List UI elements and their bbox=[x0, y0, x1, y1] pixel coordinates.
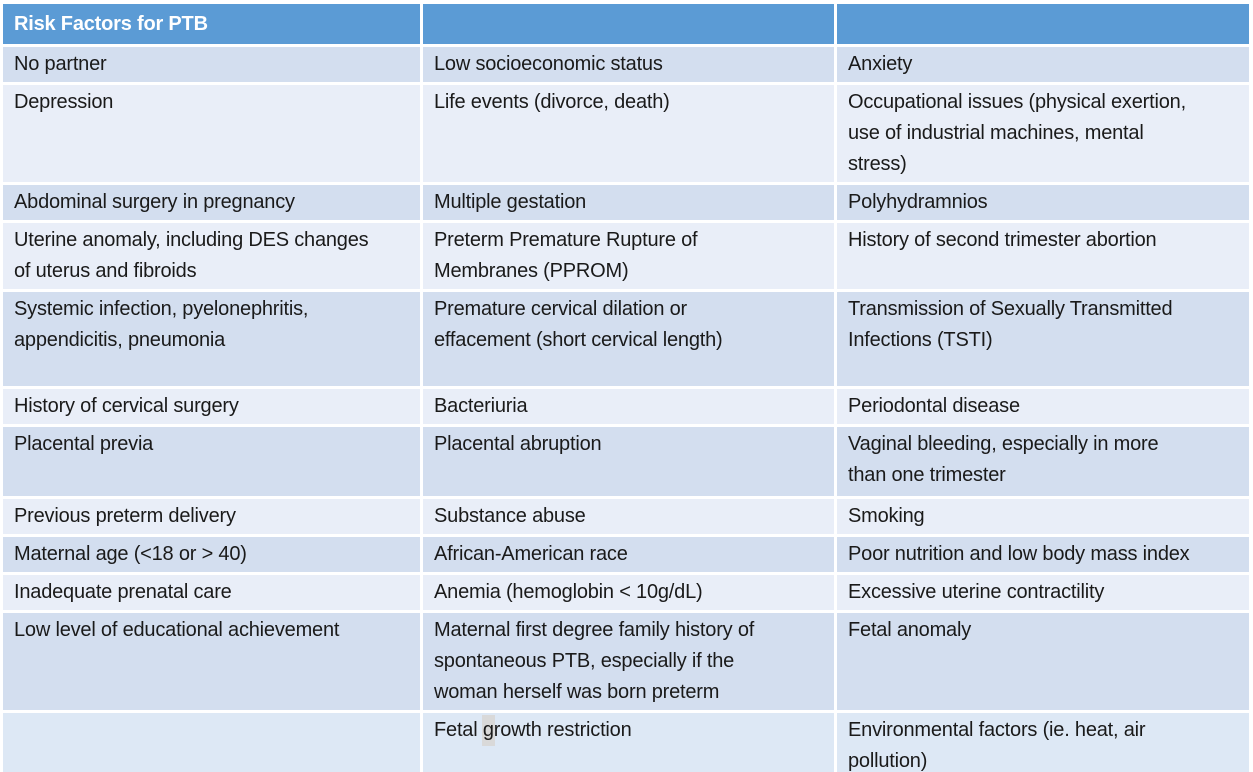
table-row: Previous preterm delivery Substance abus… bbox=[3, 499, 1249, 534]
table-title: Risk Factors for PTB bbox=[3, 4, 420, 44]
table-cell: Systemic infection, pyelonephritis, appe… bbox=[3, 292, 420, 386]
table-cell: African-American race bbox=[423, 537, 834, 572]
table-cell: Periodontal disease bbox=[837, 389, 1249, 424]
table-cell: Fetal anomaly bbox=[837, 613, 1249, 710]
table-cell: Life events (divorce, death) bbox=[423, 85, 834, 182]
table-row: History of cervical surgery Bacteriuria … bbox=[3, 389, 1249, 424]
table-row: Abdominal surgery in pregnancy Multiple … bbox=[3, 185, 1249, 220]
table-cell: Abdominal surgery in pregnancy bbox=[3, 185, 420, 220]
table-cell: Premature cervical dilation or effacemen… bbox=[423, 292, 834, 386]
table-cell: Uterine anomaly, including DES changes o… bbox=[3, 223, 420, 289]
table-cell bbox=[3, 713, 420, 772]
header-cell-empty bbox=[837, 4, 1249, 44]
table-cell: Poor nutrition and low body mass index bbox=[837, 537, 1249, 572]
table-row: Placental previa Placental abruption Vag… bbox=[3, 427, 1249, 496]
table-cell: Placental previa bbox=[3, 427, 420, 496]
table-cell: Anemia (hemoglobin < 10g/dL) bbox=[423, 575, 834, 610]
cell-text: Fetal bbox=[434, 719, 483, 741]
table-cell: Previous preterm delivery bbox=[3, 499, 420, 534]
header-cell-empty bbox=[423, 4, 834, 44]
table-cell: Preterm Premature Rupture of Membranes (… bbox=[423, 223, 834, 289]
selection-highlight: g bbox=[481, 715, 495, 746]
table-cell: Maternal first degree family history of … bbox=[423, 613, 834, 710]
table-cell: History of cervical surgery bbox=[3, 389, 420, 424]
table-cell: Occupational issues (physical exertion, … bbox=[837, 85, 1249, 182]
table-row: Uterine anomaly, including DES changes o… bbox=[3, 223, 1249, 289]
table-cell: Multiple gestation bbox=[423, 185, 834, 220]
table-cell: Placental abruption bbox=[423, 427, 834, 496]
table-cell: Depression bbox=[3, 85, 420, 182]
table-cell: Excessive uterine contractility bbox=[837, 575, 1249, 610]
cell-text: rowth restriction bbox=[493, 719, 632, 741]
table-cell: Vaginal bleeding, especially in more tha… bbox=[837, 427, 1249, 496]
table-row: Inadequate prenatal care Anemia (hemoglo… bbox=[3, 575, 1249, 610]
table-row: Maternal age (<18 or > 40) African-Ameri… bbox=[3, 537, 1249, 572]
table-cell: Fetal growth restriction bbox=[423, 713, 834, 772]
table-header-row: Risk Factors for PTB bbox=[3, 4, 1249, 44]
table-cell: Low level of educational achievement bbox=[3, 613, 420, 710]
table-cell: Substance abuse bbox=[423, 499, 834, 534]
table-cell: Environmental factors (ie. heat, air pol… bbox=[837, 713, 1249, 772]
table-row: Depression Life events (divorce, death) … bbox=[3, 85, 1249, 182]
table-cell: Maternal age (<18 or > 40) bbox=[3, 537, 420, 572]
table-cell: Polyhydramnios bbox=[837, 185, 1249, 220]
table-row: Fetal growth restriction Environmental f… bbox=[3, 713, 1249, 772]
table-cell: Bacteriuria bbox=[423, 389, 834, 424]
table-cell: Smoking bbox=[837, 499, 1249, 534]
table-cell: Transmission of Sexually Transmitted Inf… bbox=[837, 292, 1249, 386]
table-cell: No partner bbox=[3, 47, 420, 82]
table-row: Low level of educational achievement Mat… bbox=[3, 613, 1249, 710]
table-row: No partner Low socioeconomic status Anxi… bbox=[3, 47, 1249, 82]
table-cell: Inadequate prenatal care bbox=[3, 575, 420, 610]
table-cell: History of second trimester abortion bbox=[837, 223, 1249, 289]
table-cell: Low socioeconomic status bbox=[423, 47, 834, 82]
table-row: Systemic infection, pyelonephritis, appe… bbox=[3, 292, 1249, 386]
table-cell: Anxiety bbox=[837, 47, 1249, 82]
